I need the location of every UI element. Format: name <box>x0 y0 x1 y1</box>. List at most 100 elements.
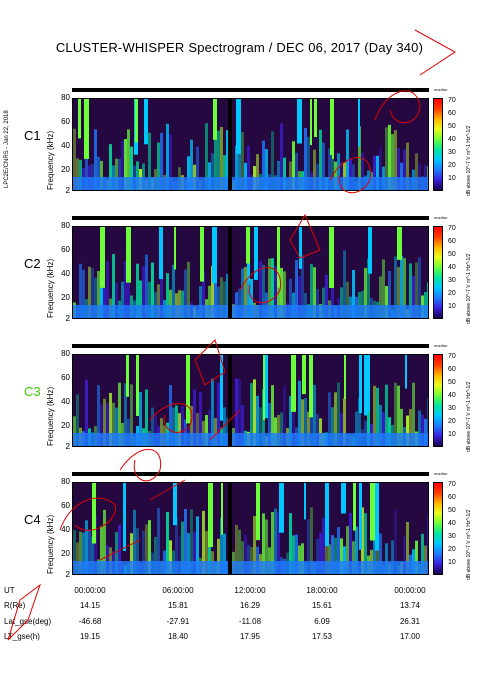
colorbar-tick-label: 50 <box>448 379 456 386</box>
colorbar-tick-label: 20 <box>448 162 456 169</box>
satellite-label: C1 <box>24 128 41 143</box>
y-tick-label: 20 <box>61 420 70 430</box>
ephemeris-value: 17.53 <box>311 632 333 641</box>
spectrogram-plot <box>72 354 429 447</box>
y-axis-label: Frequency (kHz) <box>46 130 55 190</box>
y-tick-label: 2 <box>65 186 70 195</box>
y-tick-label: 2 <box>65 442 70 451</box>
ephemeris-value: 15.61 <box>311 601 333 610</box>
status-label: monitor <box>434 471 448 476</box>
y-tick-label: 60 <box>61 116 70 126</box>
ephemeris-value: 17.95 <box>239 632 261 641</box>
colorbar <box>433 226 443 319</box>
status-label: monitor <box>434 215 448 220</box>
ephemeris-value: 15.81 <box>167 601 189 610</box>
ephemeris-value: -11.08 <box>238 617 262 626</box>
y-tick-label: 40 <box>61 396 70 406</box>
ephemeris-value: 14.15 <box>79 601 101 610</box>
y-tick-label: 60 <box>61 244 70 254</box>
colorbar-tick-label: 10 <box>448 175 456 182</box>
colorbar-tick-label: 70 <box>448 353 456 360</box>
colorbar-tick-label: 40 <box>448 520 456 527</box>
colorbar <box>433 354 443 447</box>
y-axis-label: Frequency (kHz) <box>46 258 55 318</box>
colorbar-tick-label: 70 <box>448 225 456 232</box>
colorbar-tick-label: 40 <box>448 136 456 143</box>
satellite-label: C2 <box>24 256 41 271</box>
colorbar-label: dB above 10^-7 V m^-1 Hz^-1/2 <box>466 509 472 580</box>
colorbar-tick-label: 30 <box>448 277 456 284</box>
colorbar-tick-label: 10 <box>448 303 456 310</box>
ephemeris-value: 18:00:00 <box>306 586 338 595</box>
colorbar <box>433 98 443 191</box>
y-tick-label: 60 <box>61 500 70 510</box>
y-tick-label: 20 <box>61 548 70 558</box>
y-tick-label: 80 <box>61 93 70 102</box>
colorbar-tick-label: 30 <box>448 149 456 156</box>
y-tick-label: 2 <box>65 314 70 323</box>
ephemeris-row-label: Lat_gse(deg) <box>4 617 52 626</box>
colorbar <box>433 482 443 575</box>
status-bar <box>72 344 429 348</box>
y-axis-label: Frequency (kHz) <box>46 386 55 446</box>
ephemeris-value: 00:00:00 <box>394 586 426 595</box>
spectrogram-plot <box>72 482 429 575</box>
colorbar-tick-label: 70 <box>448 481 456 488</box>
colorbar-tick-label: 10 <box>448 431 456 438</box>
colorbar-tick-label: 50 <box>448 123 456 130</box>
ephemeris-value: 12:00:00 <box>234 586 266 595</box>
spectrogram-plot <box>72 226 429 319</box>
colorbar-tick-label: 60 <box>448 110 456 117</box>
ephemeris-value: 06:00:00 <box>162 586 194 595</box>
ephemeris-value: -46.68 <box>78 617 102 626</box>
status-bar <box>72 88 429 92</box>
ephemeris-row-label: UT <box>4 586 15 595</box>
spectrogram-panel-c3: monitor C3 Frequency (kHz) 80 60 40 20 2 70 60 50 4… <box>0 343 479 464</box>
ephemeris-value: 16.29 <box>239 601 261 610</box>
y-tick-label: 20 <box>61 164 70 174</box>
colorbar-tick-label: 20 <box>448 418 456 425</box>
status-bar <box>72 472 429 476</box>
colorbar-label: dB above 10^-7 V m^-1 Hz^-1/2 <box>466 381 472 452</box>
spectrogram-plot <box>72 98 429 191</box>
colorbar-tick-label: 60 <box>448 366 456 373</box>
ephemeris-row-label: LT_gse(h) <box>4 632 40 641</box>
colorbar-tick-label: 40 <box>448 392 456 399</box>
status-label: monitor <box>434 87 448 92</box>
colorbar-tick-label: 50 <box>448 507 456 514</box>
satellite-label: C3 <box>24 384 41 399</box>
ephemeris-value: 18.40 <box>167 632 189 641</box>
status-label: monitor <box>434 343 448 348</box>
ephemeris-value: 6.09 <box>314 617 330 626</box>
ephemeris-value: 00:00:00 <box>74 586 106 595</box>
colorbar-tick-label: 60 <box>448 494 456 501</box>
colorbar-tick-label: 20 <box>448 546 456 553</box>
spectrogram-panel-c2: monitor C2 Frequency (kHz) 80 60 40 20 2 70 60 50 4… <box>0 215 479 336</box>
y-tick-label: 40 <box>61 268 70 278</box>
colorbar-tick-label: 60 <box>448 238 456 245</box>
status-bar <box>72 216 429 220</box>
ephemeris-row-label: R(Re) <box>4 601 26 610</box>
ephemeris-value: -27.91 <box>166 617 190 626</box>
ephemeris-value: 13.74 <box>399 601 421 610</box>
y-tick-label: 80 <box>61 221 70 230</box>
colorbar-tick-label: 30 <box>448 533 456 540</box>
colorbar-tick-label: 70 <box>448 97 456 104</box>
colorbar-tick-label: 10 <box>448 559 456 566</box>
colorbar-tick-label: 30 <box>448 405 456 412</box>
y-tick-label: 80 <box>61 349 70 358</box>
colorbar-label: dB above 10^-7 V m^-1 Hz^-1/2 <box>466 125 472 196</box>
ephemeris-value: 17.00 <box>399 632 421 641</box>
y-tick-label: 80 <box>61 477 70 486</box>
spectrogram-panel-c1: monitor C1 Frequency (kHz) 80 60 40 20 2 70 60 50 4… <box>0 87 479 208</box>
y-tick-label: 60 <box>61 372 70 382</box>
y-axis-label: Frequency (kHz) <box>46 514 55 574</box>
colorbar-label: dB above 10^-7 V m^-1 Hz^-1/2 <box>466 253 472 324</box>
y-tick-label: 20 <box>61 292 70 302</box>
ephemeris-value: 19.15 <box>79 632 101 641</box>
colorbar-tick-label: 20 <box>448 290 456 297</box>
y-tick-label: 40 <box>61 140 70 150</box>
ephemeris-value: 26.31 <box>399 617 421 626</box>
satellite-label: C4 <box>24 512 41 527</box>
page-title: CLUSTER-WHISPER Spectrogram / DEC 06, 20… <box>55 40 424 55</box>
